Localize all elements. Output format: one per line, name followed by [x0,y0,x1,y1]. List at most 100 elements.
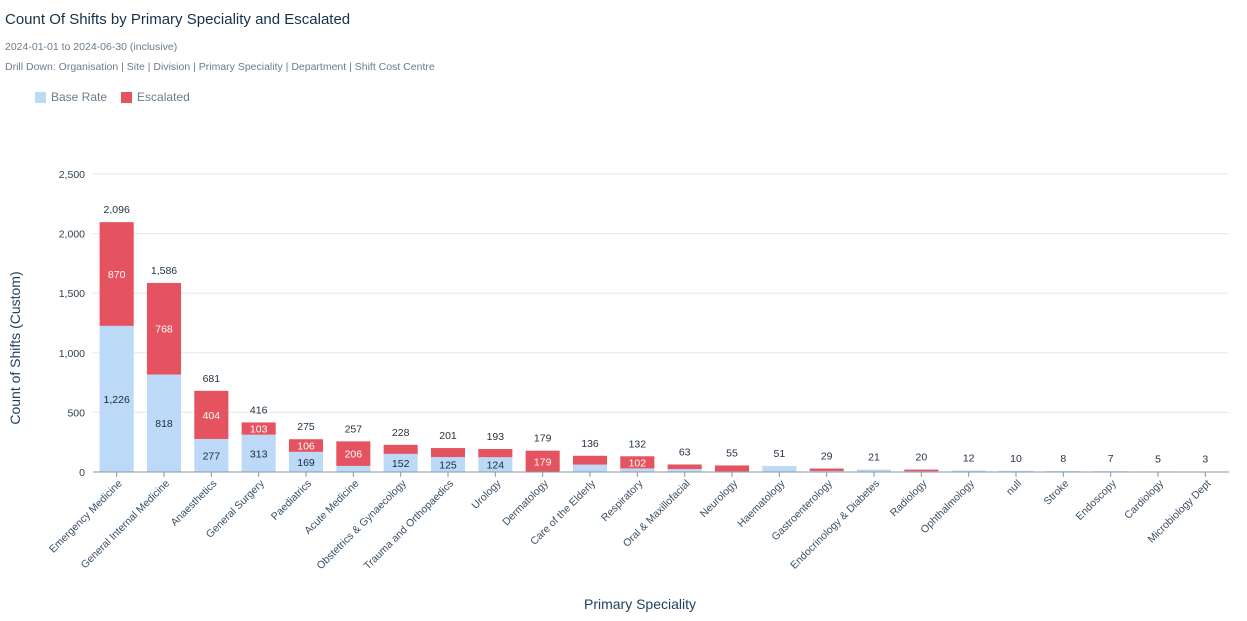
bar-base-rate[interactable] [99,325,134,472]
data-label-total: 29 [821,451,833,463]
drill-down-path[interactable]: Drill Down: Organisation | Site | Divisi… [5,61,435,73]
y-tick-label-2500: 2,500 [59,169,85,181]
bar-base-rate[interactable] [998,470,1034,472]
bar-escalated[interactable] [288,439,324,452]
bar-base-rate[interactable] [194,438,229,472]
bar-base-rate[interactable] [478,457,513,472]
data-label-total: 1,586 [151,265,177,277]
data-label-base-rate: 125 [439,460,457,472]
x-tick-label: Cardiology [1122,477,1167,522]
y-tick-label-1000: 1,000 [59,348,85,360]
data-label-total: 275 [297,421,315,433]
bar-escalated[interactable] [904,469,939,472]
bar-base-rate[interactable] [667,469,702,472]
data-label-base-rate: 313 [250,448,268,460]
legend-label-escalated: Escalated [137,90,190,104]
x-tick-label: Stroke [1042,478,1072,508]
bar-escalated[interactable] [99,222,134,326]
bar-base-rate[interactable] [430,457,466,472]
data-label-escalated: 404 [203,410,221,422]
bar-escalated[interactable] [194,390,229,439]
bar-base-rate[interactable] [572,464,608,472]
y-axis: 0 500 1,000 1,500 2,000 2,500 [59,169,85,479]
x-tick-label: Anaesthetics [168,478,219,529]
bar-escalated[interactable] [383,444,418,454]
bar-escalated[interactable] [478,448,513,458]
data-label-escalated: 106 [297,441,315,453]
data-label-total: 55 [726,447,738,459]
data-label-total: 20 [915,452,927,464]
data-label-total: 21 [868,451,880,463]
bar-escalated[interactable] [336,441,371,466]
bar-escalated[interactable] [667,464,702,470]
x-tick-label: Urology [469,477,504,512]
x-axis-title: Primary Speciality [584,596,696,612]
legend: Base Rate Escalated [35,90,190,104]
date-range: 2024-01-01 to 2024-06-30 (inclusive) [5,41,178,53]
data-label-escalated: 103 [250,424,268,436]
bar-base-rate[interactable] [809,470,844,472]
x-tick-label: Neurology [698,477,741,520]
x-tick-label: null [1004,478,1024,498]
legend-item-escalated[interactable]: Escalated [121,90,190,104]
bar-base-rate[interactable] [336,465,371,472]
data-label-base-rate: 1,226 [104,394,130,406]
x-tick-label: Respiratory [599,477,646,524]
legend-item-base-rate[interactable]: Base Rate [35,90,107,104]
bar-base-rate[interactable] [383,453,418,472]
bar-escalated[interactable] [809,468,844,471]
data-label-base-rate: 818 [155,418,173,430]
data-label-total: 10 [1010,453,1022,465]
data-label-total: 179 [534,433,552,445]
y-tick-label-500: 500 [67,407,85,419]
data-label-total: 193 [487,431,505,443]
bar-base-rate[interactable] [620,468,655,472]
bar-base-rate[interactable] [241,434,276,472]
data-label-base-rate: 169 [297,457,315,469]
bar-escalated[interactable] [525,450,560,472]
data-label-total: 3 [1202,454,1208,466]
bar-base-rate[interactable] [951,470,986,472]
data-label-escalated: 206 [345,449,363,461]
legend-swatch-escalated [121,91,133,103]
data-label-total: 8 [1060,453,1066,465]
bar-base-rate[interactable] [762,465,797,472]
x-tick-label: Radiology [888,477,930,519]
data-label-total: 51 [773,448,785,460]
legend-label-base-rate: Base Rate [51,90,108,104]
x-tick-label: Dermatology [500,477,551,528]
data-label-base-rate: 277 [203,450,221,462]
data-label-total: 2,096 [104,204,130,216]
bar-base-rate[interactable] [288,451,324,472]
x-tick-label: Endoscopy [1074,477,1120,523]
data-label-total: 132 [629,438,647,450]
bar-escalated[interactable] [714,465,750,472]
data-label-total: 7 [1108,453,1114,465]
bars: 1,2268702,0968187681,5862774046813131034… [99,204,1223,472]
data-label-total: 63 [679,446,691,458]
x-tick-label: Haematology [735,477,788,530]
data-label-total: 416 [250,404,268,416]
bar-escalated[interactable] [430,448,466,458]
y-tick-label-1500: 1,500 [59,288,85,300]
data-label-base-rate: 152 [392,458,410,470]
x-tick-label: General Internal Medicine [79,478,173,572]
bar-escalated[interactable] [572,455,608,465]
chart-title: Count Of Shifts by Primary Speciality an… [5,11,351,28]
bar-escalated[interactable] [620,456,655,469]
bar-escalated[interactable] [241,422,276,435]
data-label-total: 257 [345,423,363,435]
data-label-total: 5 [1155,453,1161,465]
data-label-total: 136 [581,438,599,450]
data-label-base-rate: 124 [487,460,505,472]
x-tick-label: Endocrinology & Diabetes [788,478,882,572]
data-label-total: 228 [392,427,410,439]
bar-base-rate[interactable] [856,469,892,472]
bar-base-rate[interactable] [146,374,182,472]
data-label-escalated: 179 [534,456,552,468]
data-label-total: 201 [439,430,457,442]
bar-escalated[interactable] [146,282,182,375]
x-tick-label: Obstetrics & Gynaecology [314,477,409,572]
